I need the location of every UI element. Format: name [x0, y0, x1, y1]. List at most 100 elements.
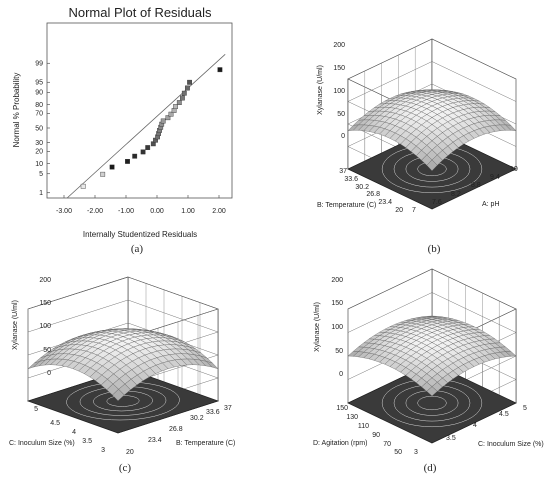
x-tick-label: -3.00 [56, 208, 72, 215]
surface-facet [426, 386, 438, 397]
floor-contour-ring [106, 395, 140, 407]
panel-a-y-axis-label: Normal % Probability [12, 73, 21, 148]
residual-point [181, 90, 187, 96]
panel-c-left-axis-label: C: Inoculum Size (%) [9, 440, 75, 447]
panel-b-z-tick-labels: 0 50 100 150 200 [333, 42, 345, 140]
floor-contour-ring [93, 390, 153, 412]
tick-label: 50 [394, 449, 402, 456]
panel-b: 0 50 100 150 200 Xylanase (U/ml) 37 33.6… [317, 38, 518, 255]
tick-label: 110 [358, 423, 369, 430]
panel-b-right-axis-label: A: pH [482, 201, 500, 208]
tick-label: 23.4 [378, 199, 392, 206]
z-tick-label: 100 [331, 324, 343, 331]
floor-contour-ring [405, 390, 459, 416]
z-tick-label: 100 [39, 323, 51, 330]
residual-point [100, 171, 106, 177]
panel-c: 0 50 100 150 200 Xylanase (U/ml) 5 4.5 4… [9, 276, 235, 474]
y-tick-label: 80 [35, 102, 43, 109]
panel-a-plot-frame [46, 22, 233, 199]
tick-label: 30.2 [190, 415, 204, 422]
residual-point [176, 100, 182, 106]
tick-label: 4 [473, 422, 477, 429]
surface-facet [426, 159, 438, 172]
tick-label: 3 [414, 449, 418, 456]
floor-contour-ring [79, 386, 167, 416]
residual-points [80, 67, 223, 189]
tick-label: 150 [336, 405, 348, 412]
panel-d-response-surface [347, 315, 517, 397]
tick-label: 3.5 [446, 435, 456, 442]
y-tick-label: 1 [39, 190, 43, 197]
residual-point [132, 153, 138, 159]
tick-label: 20 [395, 207, 403, 214]
panel-a-title: Normal Plot of Residuals [68, 5, 212, 20]
panel-b-left-axis-label: B: Temperature (C) [317, 202, 376, 209]
z-tick-label: 100 [333, 88, 345, 95]
panel-b-label: (b) [428, 243, 441, 255]
x-tick-label: 1.00 [181, 208, 195, 215]
residual-point [140, 149, 146, 155]
residual-point [80, 183, 86, 189]
panel-b-right-axis-ticks: 7 7.6 8.2 8.8 9.4 10 [412, 166, 518, 214]
panel-d-left-axis-label: D: Agitation (rpm) [313, 440, 367, 447]
panel-d-left-axis-ticks: 150 130 110 90 70 50 [336, 405, 402, 456]
panel-c-left-axis-ticks: 5 4.5 4 3.5 3 [34, 406, 105, 454]
panel-c-z-axis-label: Xylanase (U/ml) [12, 300, 19, 350]
tick-label: 70 [383, 441, 391, 448]
y-tick-label: 50 [35, 125, 43, 132]
residual-point [187, 79, 192, 85]
tick-label: 9.4 [490, 174, 500, 181]
floor-contour-ring [417, 395, 447, 411]
z-tick-label: 200 [39, 277, 51, 284]
tick-label: 10 [510, 166, 518, 173]
tick-label: 3 [101, 447, 105, 454]
tick-label: 4 [72, 429, 76, 436]
y-tick-label: 10 [35, 161, 43, 168]
tick-label: 30.2 [355, 184, 369, 191]
tick-label: 33.6 [344, 176, 358, 183]
panel-c-right-axis-label: B: Temperature (C) [176, 440, 235, 447]
tick-label: 3.5 [82, 438, 92, 445]
y-tick-label: 95 [35, 80, 43, 87]
x-tick-label: 2.00 [212, 208, 226, 215]
residual-point [168, 111, 174, 117]
panel-d-right-axis-label: C: Inoculum Size (%) [478, 441, 544, 448]
z-tick-label: 50 [43, 347, 51, 354]
residual-point [160, 118, 166, 124]
y-tick-label: 99 [35, 61, 43, 68]
panel-a-y-tick-labels: 1 5 10 20 30 50 70 80 90 95 99 [35, 61, 50, 197]
y-tick-label: 5 [39, 171, 43, 178]
y-tick-label: 20 [35, 149, 43, 156]
residual-point [109, 164, 115, 170]
z-tick-label: 0 [47, 370, 51, 377]
tick-label: 5 [34, 406, 38, 413]
z-tick-label: 150 [39, 300, 51, 307]
residual-point [165, 115, 171, 121]
panel-b-response-surface [347, 89, 517, 172]
residual-point [217, 67, 223, 73]
panel-a-x-axis-label: Internally Studentized Residuals [83, 230, 197, 239]
panel-d-right-axis-ticks: 3 3.5 4 4.5 5 [414, 405, 527, 456]
tick-label: 90 [372, 432, 380, 439]
panel-a-x-tick-labels: -3.00 -2.00 -1.00 0.00 1.00 2.00 [56, 208, 226, 215]
tick-label: 37 [224, 405, 232, 412]
panel-b-left-axis-ticks: 37 33.6 30.2 26.8 23.4 20 [339, 168, 403, 214]
z-tick-label: 150 [331, 300, 343, 307]
tick-label: 7 [412, 207, 416, 214]
tick-label: 8.2 [451, 191, 461, 198]
residual-point [179, 95, 185, 101]
x-tick-label: -1.00 [118, 208, 134, 215]
z-tick-label: 50 [337, 111, 345, 118]
panel-c-label: (c) [119, 462, 132, 474]
panel-a: Normal Plot of Residuals -3.00 -2.00 -1.… [12, 5, 233, 255]
panel-d: 0 50 100 150 200 Xylanase (U/ml) 150 130… [313, 268, 544, 474]
tick-label: 4.5 [50, 420, 60, 427]
surface-facet [112, 389, 125, 402]
reference-line [66, 54, 226, 199]
panel-d-label: (d) [424, 462, 437, 474]
residual-point [145, 145, 151, 150]
panel-d-z-tick-labels: 0 50 100 150 200 [331, 277, 343, 378]
z-tick-label: 50 [335, 348, 343, 355]
tick-label: 5 [523, 405, 527, 412]
